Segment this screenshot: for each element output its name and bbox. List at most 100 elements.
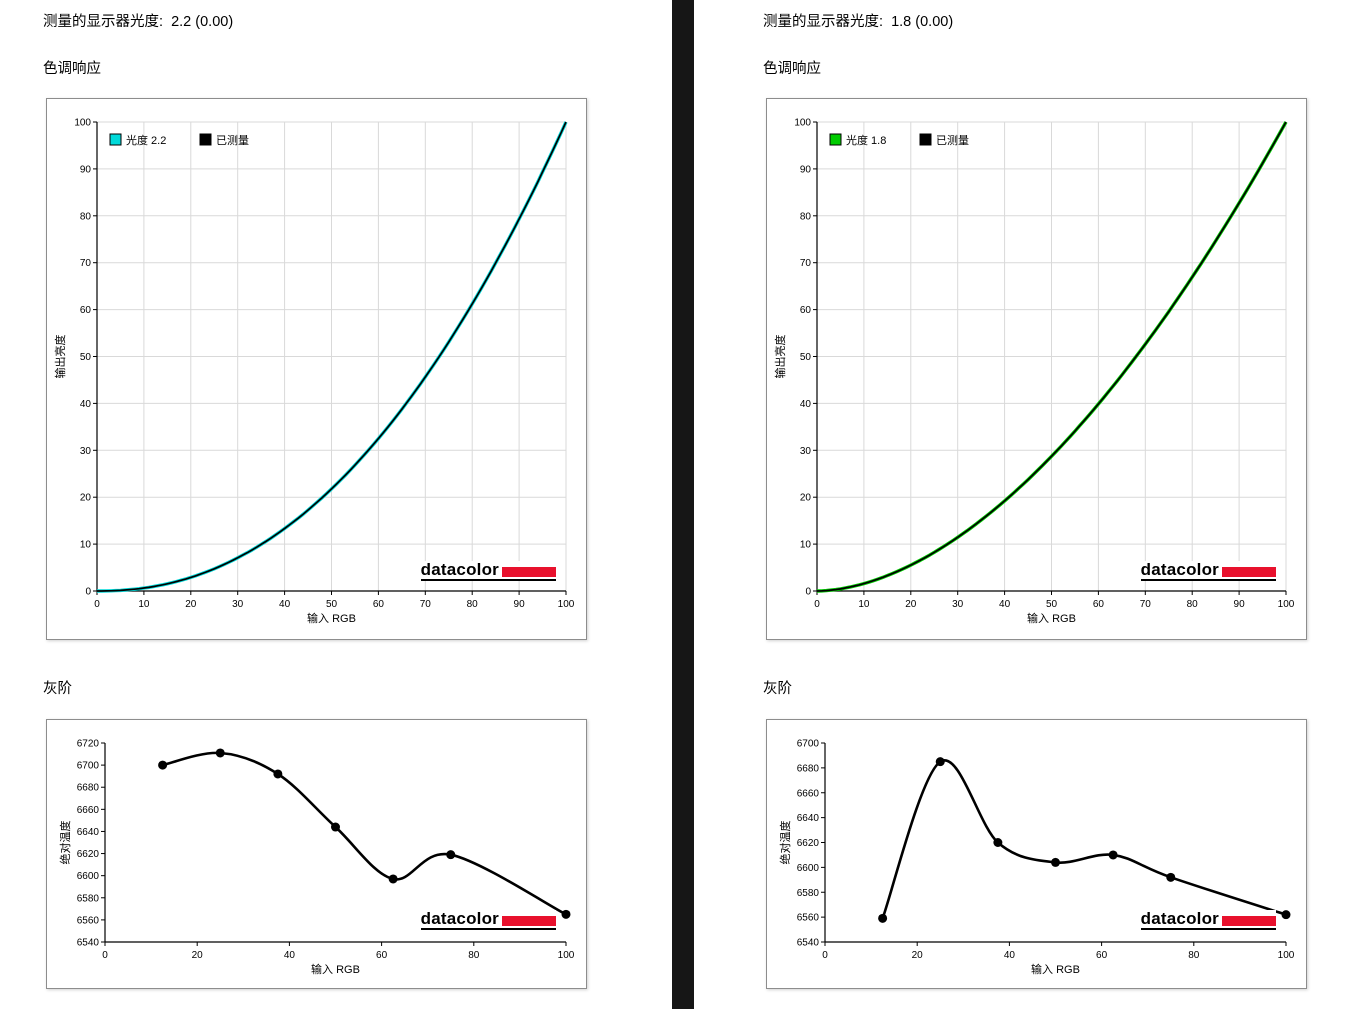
y-tick-label: 6680 xyxy=(797,763,820,774)
y-tick-label: 70 xyxy=(80,258,92,269)
datacolor-logo: datacolor xyxy=(1140,560,1276,581)
x-tick-label: 60 xyxy=(373,599,385,610)
tone-response-plot: 0 10 20 30 40 50 60 70 80 90 100 0 10 20 30 40 50 60 70 80 9… xyxy=(773,118,1295,626)
x-tick-label: 30 xyxy=(232,599,244,610)
y-tick-label: 6640 xyxy=(797,813,820,824)
x-tick-label: 0 xyxy=(814,599,820,610)
y-tick-label: 6580 xyxy=(77,893,100,904)
data-point xyxy=(215,748,225,758)
datacolor-logo: datacolor xyxy=(1140,909,1276,930)
y-tick-label: 20 xyxy=(800,493,812,504)
datacolor-logo-red-bar xyxy=(502,567,556,577)
x-tick-label: 10 xyxy=(858,599,870,610)
grayscale-heading: 灰阶 xyxy=(43,681,72,697)
y-tick-label: 6700 xyxy=(77,761,100,772)
data-point xyxy=(1108,850,1118,860)
x-tick-label: 60 xyxy=(1096,950,1108,961)
y-tick-label: 70 xyxy=(800,258,812,269)
legend-label: 光度 2.2 xyxy=(126,133,166,147)
datacolor-logo-text: datacolor xyxy=(1140,909,1219,928)
datacolor-logo-text: datacolor xyxy=(1140,560,1219,579)
x-tick-label: 50 xyxy=(1046,599,1058,610)
y-tick-label: 10 xyxy=(800,540,812,551)
x-tick-label: 40 xyxy=(279,599,291,610)
datacolor-logo-red-bar xyxy=(1222,567,1276,577)
data-point xyxy=(1051,857,1060,867)
x-tick-label: 70 xyxy=(420,599,432,610)
y-tick-label: 6540 xyxy=(797,938,820,949)
y-tick-label: 10 xyxy=(80,540,92,551)
tone-response-chart-right: 0 10 20 30 40 50 60 70 80 90 100 0 10 20 30 40 50 60 70 80 9… xyxy=(766,98,1307,640)
data-point xyxy=(273,769,283,779)
y-tick-label: 20 xyxy=(80,493,92,504)
y-tick-label: 6560 xyxy=(77,915,100,926)
panel-gamma-2-2: 测量的显示器光度: 2.2 (0.00) 色调响应 0 10 20 30 40 50 60 7… xyxy=(43,0,643,1009)
x-tick-label: 20 xyxy=(912,950,924,961)
y-tick-label: 6600 xyxy=(797,863,820,874)
data-point xyxy=(935,757,945,767)
data-point xyxy=(158,760,168,770)
legend-label: 光度 1.8 xyxy=(846,133,886,147)
series-curve xyxy=(816,121,1287,592)
x-tick-label: 80 xyxy=(1187,599,1199,610)
y-tick-label: 40 xyxy=(800,399,812,410)
y-tick-label: 100 xyxy=(74,118,91,129)
x-tick-label: 80 xyxy=(1188,950,1200,961)
series-curve xyxy=(881,759,1288,920)
x-axis-title: 输入 RGB xyxy=(1031,962,1080,976)
x-tick-label: 70 xyxy=(1140,599,1152,610)
y-tick-label: 60 xyxy=(80,305,92,316)
grayscale-chart-left: 0 20 40 60 80 100 6540 6560 6580 6600 6620 6640 6660… xyxy=(46,719,587,989)
x-tick-label: 90 xyxy=(514,599,526,610)
x-axis-title: 输入 RGB xyxy=(307,611,356,625)
datacolor-logo: datacolor xyxy=(420,561,556,581)
y-axis-title: 输出亮度 xyxy=(53,335,67,379)
x-tick-label: 60 xyxy=(376,950,388,961)
legend-label: 已测量 xyxy=(216,134,249,147)
legend-swatch xyxy=(199,133,212,146)
data-point xyxy=(1281,910,1291,920)
y-tick-label: 60 xyxy=(800,305,812,316)
y-tick-label: 30 xyxy=(800,446,812,457)
legend-swatch xyxy=(919,133,932,146)
tone-response-chart-left: 0 10 20 30 40 50 60 70 80 90 100 0 10 20 30 40 50 60 70 80 9… xyxy=(46,98,587,640)
data-point xyxy=(388,874,398,884)
panel-gamma-1-8: 测量的显示器光度: 1.8 (0.00) 色调响应 0 10 20 30 40 50 60 7… xyxy=(763,0,1351,1009)
x-tick-label: 100 xyxy=(1278,950,1295,961)
x-tick-label: 0 xyxy=(102,950,108,961)
y-axis-title: 绝对温度 xyxy=(778,821,792,865)
x-tick-label: 100 xyxy=(558,950,575,961)
datacolor-logo: datacolor xyxy=(420,910,556,930)
series-curve xyxy=(97,121,567,592)
tone-response-heading: 色调响应 xyxy=(43,61,101,77)
series-curve xyxy=(161,751,568,916)
y-tick-label: 80 xyxy=(80,211,92,222)
y-tick-label: 6720 xyxy=(77,739,100,750)
y-tick-label: 30 xyxy=(80,446,92,457)
y-tick-label: 6600 xyxy=(77,871,100,882)
x-tick-label: 90 xyxy=(1234,599,1246,610)
x-tick-label: 80 xyxy=(467,599,479,610)
x-tick-label: 60 xyxy=(1093,599,1105,610)
x-tick-label: 10 xyxy=(138,599,150,610)
data-point xyxy=(331,822,340,832)
legend-label: 已测量 xyxy=(936,134,969,147)
tone-response-heading: 色调响应 xyxy=(763,61,821,77)
y-tick-label: 6640 xyxy=(77,827,100,838)
measured-luminance-title: 测量的显示器光度: 1.8 (0.00) xyxy=(763,14,954,30)
y-tick-label: 6620 xyxy=(797,838,820,849)
y-tick-label: 80 xyxy=(800,211,812,222)
data-point xyxy=(561,909,571,919)
grayscale-plot: 0 20 40 60 80 100 6540 6560 6580 6600 6620 6640 6660… xyxy=(778,739,1295,977)
x-axis-title: 输入 RGB xyxy=(311,962,360,976)
y-tick-label: 6680 xyxy=(77,783,100,794)
y-tick-label: 90 xyxy=(800,164,812,175)
x-tick-label: 40 xyxy=(1004,950,1016,961)
datacolor-logo-red-bar xyxy=(502,916,556,926)
y-axis-title: 绝对温度 xyxy=(58,821,72,865)
y-tick-label: 6560 xyxy=(797,913,820,924)
x-tick-label: 0 xyxy=(94,599,100,610)
datacolor-logo-red-bar xyxy=(1222,916,1276,926)
y-tick-label: 100 xyxy=(794,118,811,129)
y-tick-label: 50 xyxy=(80,352,92,363)
